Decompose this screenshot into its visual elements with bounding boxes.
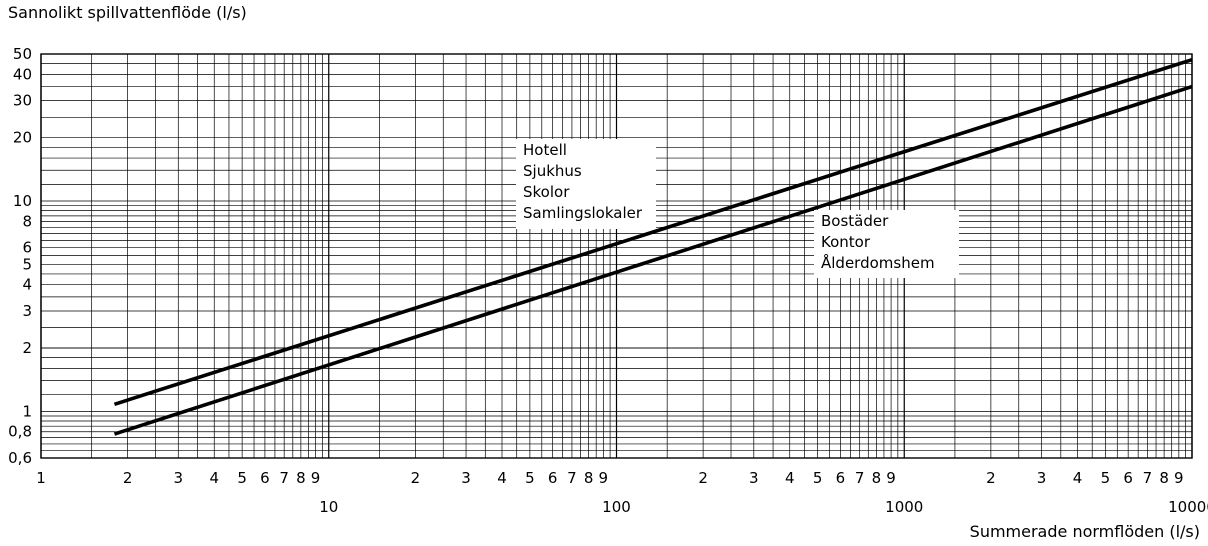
x-decade-label: 100 xyxy=(602,498,631,516)
y-tick-label: 1 xyxy=(22,402,32,420)
x-tick-label: 4 xyxy=(785,469,795,487)
x-tick-label: 7 xyxy=(855,469,865,487)
annotation-text: Ålderdomshem xyxy=(821,253,935,272)
x-tick-label: 2 xyxy=(986,469,996,487)
x-tick-label: 6 xyxy=(836,469,846,487)
x-tick-label: 9 xyxy=(886,469,896,487)
x-tick-label: 3 xyxy=(174,469,184,487)
x-tick-label: 5 xyxy=(525,469,535,487)
plot-border xyxy=(40,53,1193,459)
x-tick-label: 7 xyxy=(1143,469,1153,487)
x-decade-label: 10 xyxy=(319,498,338,516)
x-tick-label: 3 xyxy=(1037,469,1047,487)
x-tick-label: 4 xyxy=(1073,469,1083,487)
y-tick-label: 40 xyxy=(13,65,32,83)
x-tick-label: 2 xyxy=(123,469,133,487)
y-tick-label: 0,6 xyxy=(8,449,32,467)
annotation-text: Hotell xyxy=(523,141,567,159)
annotation-text: Bostäder xyxy=(821,212,889,230)
annotation-text: Sjukhus xyxy=(523,162,582,180)
annotation-box xyxy=(516,139,656,229)
x-tick-label: 6 xyxy=(260,469,270,487)
x-tick-label: 9 xyxy=(599,469,609,487)
x-tick-label: 8 xyxy=(584,469,594,487)
y-tick-label: 20 xyxy=(13,129,32,147)
y-tick-label: 8 xyxy=(22,212,32,230)
y-tick-label: 5 xyxy=(22,255,32,273)
annotation-text: Samlingslokaler xyxy=(523,204,643,222)
x-decade-label: 1000 xyxy=(885,498,923,516)
y-tick-label: 4 xyxy=(22,276,32,294)
x-tick-label: 9 xyxy=(311,469,321,487)
x-tick-label: 4 xyxy=(497,469,507,487)
x-tick-label: 7 xyxy=(567,469,577,487)
y-tick-label: 6 xyxy=(22,239,32,257)
x-tick-label: 2 xyxy=(698,469,708,487)
y-tick-label: 0,8 xyxy=(8,423,32,441)
series-line-1 xyxy=(113,57,1193,407)
x-tick-label: 8 xyxy=(872,469,882,487)
annotation-text: Kontor xyxy=(821,233,871,251)
annotation-box xyxy=(814,210,959,278)
x-tick-label: 7 xyxy=(279,469,289,487)
x-tick-label: 5 xyxy=(813,469,823,487)
annotation-text: Skolor xyxy=(523,183,570,201)
y-tick-label: 30 xyxy=(13,92,32,110)
annotations-layer: Hotell Sjukhus Skolor Samlingslokaler Bostäd… xyxy=(516,139,959,278)
x-decade-label: 10000 xyxy=(1168,498,1208,516)
x-tick-label: 5 xyxy=(1101,469,1111,487)
x-tick-label: 2 xyxy=(411,469,421,487)
y-tick-label: 50 xyxy=(13,45,32,63)
x-axis-label: Summerade normflöden (l/s) xyxy=(969,522,1200,541)
x-tick-label: 8 xyxy=(296,469,306,487)
series-layer xyxy=(113,57,1193,436)
x-tick-label: 9 xyxy=(1174,469,1184,487)
x-tick-label: 3 xyxy=(749,469,759,487)
x-tick-label: 3 xyxy=(461,469,471,487)
x-tick-label: 8 xyxy=(1159,469,1169,487)
y-tick-label: 10 xyxy=(13,192,32,210)
x-tick-label: 1 xyxy=(36,469,46,487)
y-tick-label: 3 xyxy=(22,302,32,320)
x-tick-label: 5 xyxy=(237,469,247,487)
y-tick-label: 2 xyxy=(22,339,32,357)
x-tick-label: 4 xyxy=(209,469,219,487)
x-tick-label: 6 xyxy=(1123,469,1133,487)
chart-title: Sannolikt spillvattenflöde (l/s) xyxy=(8,3,247,22)
series-line-2 xyxy=(113,84,1193,436)
x-tick-label: 6 xyxy=(548,469,558,487)
